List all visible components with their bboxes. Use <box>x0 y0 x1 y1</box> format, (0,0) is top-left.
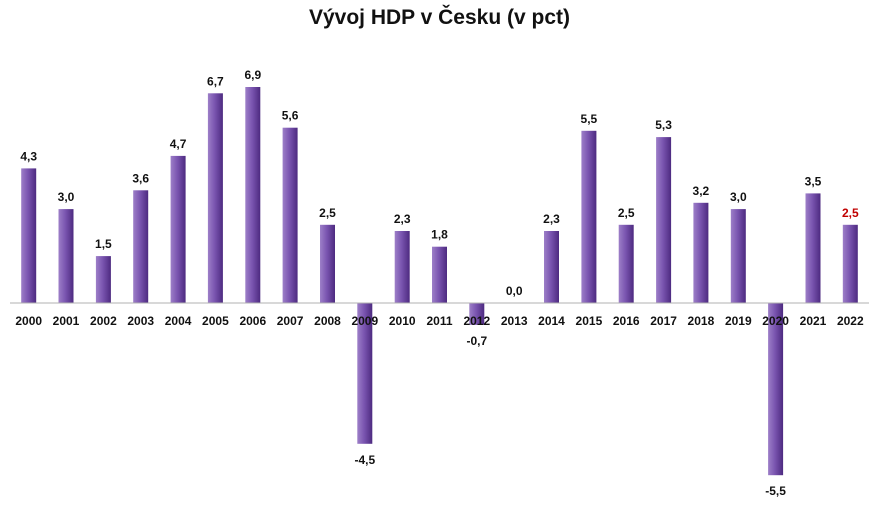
bar-2005 <box>207 93 223 303</box>
tick-labels: 2000 2001 2002 2003 2004 2005 2006 2007 2008 2009… <box>15 314 864 328</box>
tick-label-2002: 2002 <box>90 314 117 328</box>
data-label-2015: 5,5 <box>581 112 598 126</box>
bar-2020 <box>768 303 784 476</box>
data-label-2002: 1,5 <box>95 237 112 251</box>
bar-2002 <box>95 256 111 304</box>
data-label-2005: 6,7 <box>207 74 224 88</box>
tick-label-2010: 2010 <box>389 314 416 328</box>
tick-label-2015: 2015 <box>576 314 603 328</box>
data-label-2001: 3,0 <box>58 190 75 204</box>
data-label-2010: 2,3 <box>394 212 411 226</box>
tick-label-2018: 2018 <box>688 314 715 328</box>
data-label-2013: 0,0 <box>506 284 523 298</box>
bar-2000 <box>21 168 37 303</box>
tick-label-2017: 2017 <box>650 314 677 328</box>
bar-2004 <box>170 155 186 303</box>
tick-label-2009: 2009 <box>351 314 378 328</box>
tick-label-2007: 2007 <box>277 314 304 328</box>
bar-2015 <box>581 130 597 303</box>
bar-2017 <box>656 137 672 303</box>
data-label-2011: 1,8 <box>431 228 448 242</box>
tick-label-2003: 2003 <box>127 314 154 328</box>
tick-label-2000: 2000 <box>15 314 42 328</box>
data-label-2019: 3,0 <box>730 190 747 204</box>
bar-2009 <box>357 303 373 444</box>
data-labels: 4,3 3,0 1,5 3,6 4,7 6,7 6,9 5,6 2,5 -4,5 2,3 1,8 -0,… <box>20 68 859 498</box>
tick-label-2012: 2012 <box>463 314 490 328</box>
data-label-2022: 2,5 <box>842 206 859 220</box>
data-label-2012: -0,7 <box>466 334 487 348</box>
bars-layer <box>21 87 858 476</box>
bar-2001 <box>58 209 74 303</box>
data-label-2009: -4,5 <box>354 453 375 467</box>
tick-label-2011: 2011 <box>426 314 452 328</box>
bar-2016 <box>618 224 634 304</box>
bar-2012 <box>469 303 485 325</box>
bar-2008 <box>320 224 335 304</box>
data-label-2018: 3,2 <box>693 184 710 198</box>
tick-label-2014: 2014 <box>538 314 565 328</box>
tick-label-2016: 2016 <box>613 314 640 328</box>
data-label-2007: 5,6 <box>282 109 299 123</box>
tick-label-2020: 2020 <box>762 314 789 328</box>
data-label-2008: 2,5 <box>319 206 336 220</box>
tick-label-2008: 2008 <box>314 314 341 328</box>
data-label-2006: 6,9 <box>244 68 261 82</box>
data-label-2021: 3,5 <box>805 174 822 188</box>
bar-2018 <box>693 202 709 303</box>
bar-2014 <box>544 231 559 303</box>
bar-2021 <box>805 193 821 303</box>
tick-label-2006: 2006 <box>239 314 266 328</box>
data-label-2004: 4,7 <box>170 137 187 151</box>
tick-label-2004: 2004 <box>165 314 192 328</box>
data-label-2000: 4,3 <box>20 149 37 163</box>
bar-2019 <box>730 209 746 303</box>
tick-label-2022: 2022 <box>837 314 864 328</box>
bar-2010 <box>394 231 410 303</box>
data-label-2003: 3,6 <box>132 171 149 185</box>
tick-label-2001: 2001 <box>53 314 80 328</box>
tick-label-2005: 2005 <box>202 314 229 328</box>
tick-label-2013: 2013 <box>501 314 528 328</box>
bar-2022 <box>842 224 858 304</box>
data-label-2014: 2,3 <box>543 212 560 226</box>
data-label-2020: -5,5 <box>765 484 786 498</box>
bar-2007 <box>282 127 298 303</box>
bar-2011 <box>432 246 447 303</box>
tick-label-2019: 2019 <box>725 314 752 328</box>
data-label-2016: 2,5 <box>618 206 635 220</box>
bar-2003 <box>133 190 149 303</box>
data-label-2017: 5,3 <box>655 118 672 132</box>
tick-label-2021: 2021 <box>800 314 827 328</box>
bar-2006 <box>245 87 261 303</box>
chart-title: Vývoj HDP v Česku (v pct) <box>308 6 571 29</box>
